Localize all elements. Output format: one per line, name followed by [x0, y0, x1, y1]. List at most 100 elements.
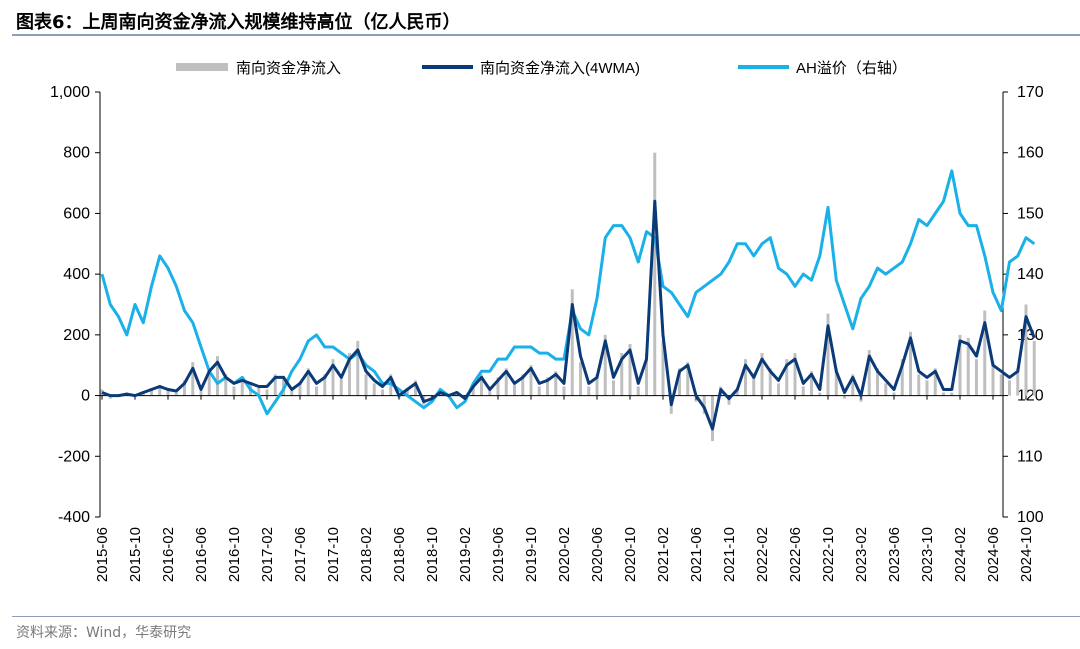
- x-tick-label: 2016-10: [226, 527, 243, 582]
- net-inflow-bar: [290, 391, 294, 396]
- net-inflow-bar: [801, 386, 805, 396]
- x-tick-label: 2019-06: [490, 527, 507, 582]
- left-tick-label: -200: [58, 448, 90, 465]
- x-tick-label: 2024-06: [985, 527, 1002, 582]
- net-inflow-bar: [975, 359, 978, 396]
- net-inflow-bar: [620, 353, 624, 396]
- net-inflow-4wma-line: [101, 199, 1036, 431]
- net-inflow-bar: [306, 368, 310, 396]
- net-inflow-bar: [1016, 368, 1020, 396]
- net-inflow-bar: [224, 374, 228, 396]
- legend-label-4wma: 南向资金净流入(4WMA): [480, 60, 640, 77]
- x-tick-label: 2024-10: [1018, 527, 1035, 582]
- net-inflow-bar: [900, 359, 904, 396]
- net-inflow-bar: [810, 371, 813, 396]
- net-inflow-bar: [777, 383, 780, 396]
- legend-swatch-net-inflow: [176, 63, 228, 71]
- net-inflow-bar: [488, 391, 492, 396]
- net-inflow-bar: [405, 387, 409, 396]
- net-inflow-bar: [702, 395, 706, 414]
- right-tick-label: 110: [1017, 448, 1043, 465]
- net-inflow-bar: [265, 389, 269, 396]
- net-inflow-bar: [892, 392, 896, 396]
- net-inflow-bar: [282, 375, 285, 396]
- left-tick-label: 400: [63, 266, 90, 283]
- net-inflow-bar: [818, 392, 822, 396]
- legend-label-ah: AH溢价（右轴）: [796, 60, 907, 77]
- net-inflow-bar: [711, 395, 714, 442]
- ah-premium-line: [100, 169, 1036, 416]
- x-tick-label: 2021-06: [688, 527, 705, 582]
- net-inflow-bar: [414, 380, 417, 396]
- net-inflow-bar: [628, 343, 632, 396]
- net-inflow-bar: [876, 368, 879, 396]
- net-inflow-bar: [933, 368, 937, 396]
- net-inflow-bar: [496, 377, 500, 396]
- net-inflow-bar: [950, 392, 954, 396]
- net-inflow-bar: [678, 368, 681, 396]
- net-inflow-bar: [546, 377, 549, 396]
- net-inflow-bar: [191, 362, 195, 396]
- net-inflow-bar: [183, 380, 186, 396]
- net-inflow-bar: [999, 374, 1003, 396]
- net-inflow-bar: [645, 353, 648, 396]
- net-inflow-bar: [158, 384, 162, 396]
- right-tick-label: 150: [1017, 205, 1044, 222]
- net-inflow-bar: [917, 374, 921, 396]
- net-inflow-bar: [562, 386, 566, 396]
- x-tick-label: 2017-02: [259, 527, 276, 582]
- net-inflow-bar: [150, 387, 153, 396]
- left-tick-label: 1,000: [50, 84, 90, 101]
- net-inflow-bar: [612, 380, 615, 396]
- net-inflow-bar: [554, 371, 558, 396]
- net-inflow-bar: [504, 368, 508, 396]
- left-tick-label: 0: [81, 388, 90, 405]
- net-inflow-bar: [991, 362, 995, 396]
- x-tick-label: 2018-06: [391, 527, 408, 582]
- x-tick-label: 2017-10: [325, 527, 342, 582]
- x-tick-label: 2016-02: [160, 527, 177, 582]
- net-inflow-bar: [966, 337, 970, 396]
- net-inflow-bar: [636, 386, 640, 396]
- net-inflow-bar: [851, 374, 855, 396]
- x-tick-label: 2016-06: [193, 527, 210, 582]
- net-inflow-bar: [216, 356, 219, 396]
- net-inflow-bar: [199, 391, 203, 396]
- net-inflow-bar: [364, 374, 368, 396]
- net-inflow-bar: [174, 392, 178, 396]
- net-inflow-bar: [834, 368, 838, 396]
- net-inflow-bar: [240, 377, 244, 396]
- right-tick-label: 170: [1017, 84, 1044, 101]
- net-inflow-bar: [744, 359, 747, 396]
- x-tick-label: 2020-06: [589, 527, 606, 582]
- right-tick-label: 140: [1017, 266, 1044, 283]
- net-inflow-bar: [570, 289, 574, 396]
- x-tick-label: 2022-06: [787, 527, 804, 582]
- net-inflow-bar: [760, 353, 764, 396]
- net-inflow-bar: [513, 384, 516, 396]
- net-inflow-bar: [323, 374, 327, 396]
- net-inflow-bar: [471, 383, 475, 396]
- x-tick-label: 2015-10: [127, 527, 144, 582]
- x-tick-label: 2015-06: [94, 527, 111, 582]
- net-inflow-bar: [587, 386, 591, 396]
- x-tick-label: 2021-10: [721, 527, 738, 582]
- net-inflow-bar: [529, 365, 533, 396]
- x-tick-label: 2024-02: [952, 527, 969, 582]
- net-inflow-bar: [207, 368, 211, 396]
- net-inflow-bar: [884, 383, 888, 396]
- left-tick-label: 800: [63, 145, 90, 162]
- title-divider: [12, 34, 1080, 36]
- right-tick-label: 120: [1017, 388, 1044, 405]
- x-tick-label: 2023-02: [853, 527, 870, 582]
- x-tick-label: 2018-10: [424, 527, 441, 582]
- x-tick-label: 2018-02: [358, 527, 375, 582]
- x-tick-label: 2022-10: [820, 527, 837, 582]
- figure-title: 图表6：上周南向资金净流入规模维持高位（亿人民币）: [16, 12, 461, 33]
- net-inflow-bar: [372, 383, 376, 396]
- x-tick-label: 2020-10: [622, 527, 639, 582]
- net-inflow-bar: [785, 359, 789, 396]
- net-inflow-bar: [768, 368, 772, 396]
- right-tick-label: 100: [1017, 509, 1044, 526]
